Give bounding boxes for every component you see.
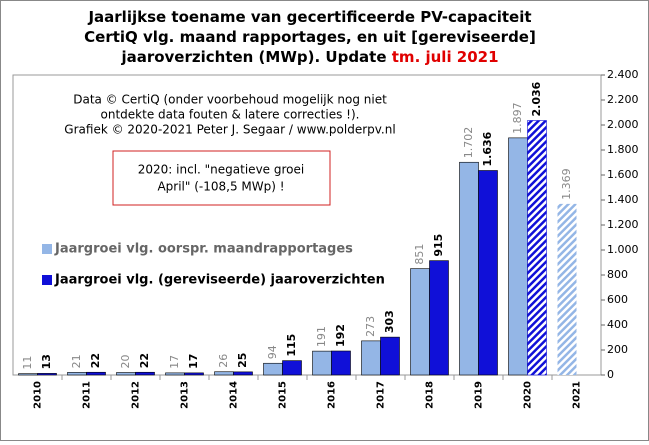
note: Data © CertiQ (onder voorbehoud mogelijk…: [73, 93, 387, 107]
bar: [380, 336, 400, 376]
note: Grafiek © 2020-2021 Peter J. Segaar / ww…: [64, 123, 395, 137]
value-label: 273: [364, 316, 377, 337]
y-tick-label: 1.200: [607, 218, 639, 231]
y-tick-label: 800: [607, 268, 628, 281]
title-highlight: tm. juli 2021: [392, 48, 499, 66]
value-label: 915: [432, 234, 445, 257]
bar: [86, 371, 106, 376]
value-label: 22: [89, 353, 102, 368]
value-label: 851: [413, 244, 426, 265]
y-tick-label: 400: [607, 318, 628, 331]
note: ontdekte data fouten & latere correcties…: [101, 108, 360, 122]
value-label: 26: [217, 354, 230, 368]
value-label: 2.036: [530, 81, 543, 116]
bar: [282, 360, 302, 376]
value-label: 1.369: [560, 168, 573, 200]
value-label: 17: [187, 354, 200, 369]
bar: [508, 137, 528, 376]
bar: [18, 373, 38, 376]
value-label: 21: [70, 354, 83, 368]
value-label: 25: [236, 353, 249, 368]
y-tick-label: 200: [607, 343, 628, 356]
x-tick-label: 2018: [425, 381, 436, 409]
value-label: 1.636: [481, 131, 494, 166]
bar: [214, 371, 234, 376]
bar: [410, 268, 430, 376]
x-tick-label: 2014: [229, 381, 240, 409]
x-tick-label: 2016: [327, 381, 338, 409]
x-tick-label: 2019: [474, 381, 485, 409]
x-tick-label: 2013: [180, 381, 191, 409]
value-label: 303: [383, 310, 396, 333]
bar: [233, 371, 253, 376]
value-label: 115: [285, 334, 298, 357]
y-tick-label: 2.200: [607, 93, 639, 106]
x-tick-label: 2011: [82, 381, 93, 409]
x-tick-label: 2010: [33, 381, 44, 409]
value-label: 13: [40, 354, 53, 369]
note-box: [112, 150, 331, 206]
legend-label: Jaargroei vlg. (gereviseerde) jaaroverzi…: [54, 273, 385, 288]
bar: [263, 362, 283, 376]
y-tick-label: 2.000: [607, 118, 639, 131]
y-tick-label: 0: [607, 368, 614, 381]
bar: [135, 371, 155, 376]
title-line: CertiQ vlg. maand rapportages, en uit [g…: [84, 28, 536, 46]
bar: [459, 161, 479, 376]
value-label: 191: [315, 326, 328, 347]
box-text: April" (-108,5 MWp) !: [157, 180, 284, 194]
bar: [312, 350, 332, 376]
value-label: 94: [266, 345, 279, 359]
legend-swatch: [42, 275, 52, 285]
value-label: 192: [334, 324, 347, 347]
y-tick-label: 1.000: [607, 243, 639, 256]
bar: [527, 120, 547, 376]
chart-title: Jaarlijkse toename van gecertificeerde P…: [87, 8, 531, 26]
bar: [116, 372, 136, 376]
bar: [37, 373, 57, 376]
y-tick-label: 600: [607, 293, 628, 306]
y-tick-label: 1.600: [607, 168, 639, 181]
value-label: 17: [168, 355, 181, 369]
value-label: 11: [21, 356, 34, 370]
legend-label: Jaargroei vlg. oorspr. maandrapportages: [54, 242, 353, 257]
legend-swatch: [42, 244, 52, 254]
x-tick-label: 2012: [131, 381, 142, 409]
bar: [165, 372, 185, 376]
chart-title: jaaroverzichten (MWp). Update tm. juli 2…: [120, 48, 498, 66]
y-tick-label: 1.400: [607, 193, 639, 206]
title-line: Jaarlijkse toename van gecertificeerde P…: [87, 8, 531, 26]
chart-title: CertiQ vlg. maand rapportages, en uit [g…: [84, 28, 536, 46]
title-line: jaaroverzichten (MWp). Update: [120, 48, 386, 66]
bar: [67, 372, 87, 376]
x-tick-label: 2017: [376, 381, 387, 409]
bar: [331, 350, 351, 376]
y-tick-label: 2.400: [607, 68, 639, 81]
bar: [557, 203, 577, 375]
box-text: 2020: incl. "negatieve groei: [138, 163, 304, 177]
value-label: 1.897: [511, 102, 524, 134]
value-label: 20: [119, 355, 132, 369]
bar: [361, 340, 381, 376]
x-tick-label: 2015: [278, 381, 289, 409]
plot-area: [12, 74, 602, 376]
bar: [478, 170, 498, 376]
x-tick-label: 2020: [523, 381, 534, 409]
y-tick-label: 1.800: [607, 143, 639, 156]
value-label: 22: [138, 353, 151, 368]
value-label: 1.702: [462, 127, 475, 159]
bar: [184, 372, 204, 376]
x-tick-label: 2021: [572, 381, 583, 409]
bar: [429, 260, 449, 376]
